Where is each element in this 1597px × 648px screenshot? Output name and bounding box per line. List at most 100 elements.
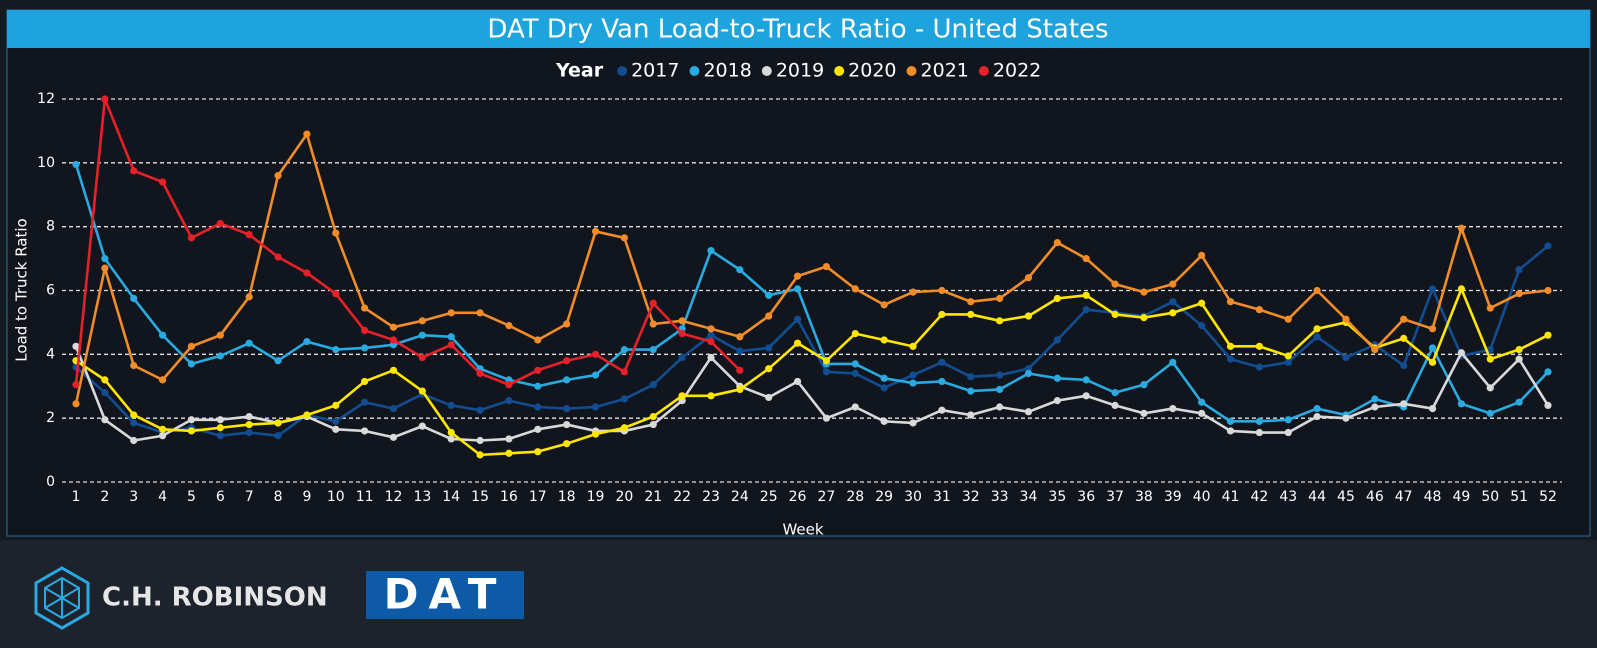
data-point <box>1342 353 1350 362</box>
data-point <box>620 424 628 432</box>
series-line <box>74 97 741 386</box>
x-tick-label: 13 <box>413 489 431 505</box>
data-point <box>1313 286 1321 295</box>
data-point <box>534 448 542 456</box>
data-point <box>361 427 369 435</box>
data-point <box>101 376 109 384</box>
data-point <box>1226 417 1235 425</box>
data-point <box>447 309 455 317</box>
legend-label: 2017 <box>631 60 679 82</box>
data-point <box>1544 368 1552 376</box>
data-point <box>678 353 686 362</box>
data-point <box>1082 376 1090 384</box>
data-point <box>1428 344 1437 352</box>
data-point <box>216 352 224 360</box>
x-tick-label: 6 <box>216 489 225 505</box>
data-point <box>1371 403 1379 411</box>
data-point <box>1400 361 1408 370</box>
data-point <box>505 322 513 330</box>
series-line <box>74 345 1550 442</box>
data-point <box>101 389 109 397</box>
ch-robinson-logo: C.H. ROBINSON <box>34 566 328 630</box>
data-point <box>1255 342 1263 350</box>
data-point <box>1053 397 1061 405</box>
data-point <box>678 317 686 325</box>
data-point <box>649 412 657 421</box>
data-point <box>361 344 369 352</box>
data-point <box>245 339 253 347</box>
data-point <box>476 451 484 459</box>
data-point <box>332 229 340 237</box>
data-point <box>1053 294 1061 303</box>
data-point <box>130 294 138 303</box>
x-tick-label: 39 <box>1164 489 1182 505</box>
x-tick-label: 28 <box>846 489 864 505</box>
x-tick-label: 45 <box>1337 489 1355 505</box>
data-point <box>996 385 1004 394</box>
y-tick-label: 10 <box>37 155 55 171</box>
data-point <box>418 353 426 362</box>
x-tick-label: 2 <box>100 489 109 505</box>
data-point <box>1198 299 1206 307</box>
data-point <box>1400 400 1408 408</box>
x-tick-label: 17 <box>529 489 547 505</box>
data-point <box>1140 381 1148 389</box>
data-point <box>332 417 340 425</box>
data-point <box>1342 414 1350 422</box>
data-point <box>534 403 542 411</box>
data-point <box>1140 288 1148 296</box>
data-point <box>1313 333 1321 341</box>
data-point <box>216 432 224 440</box>
data-point <box>1140 409 1148 417</box>
x-tick-label: 43 <box>1279 489 1297 505</box>
data-point <box>967 298 975 306</box>
legend-marker <box>689 66 700 76</box>
x-tick-label: 24 <box>731 489 749 505</box>
legend-label: 2019 <box>776 60 824 82</box>
data-point <box>216 331 224 339</box>
data-point <box>1313 325 1321 333</box>
data-point <box>563 404 571 413</box>
data-point <box>967 373 975 381</box>
series-line <box>74 164 1549 423</box>
x-tick-label: 18 <box>558 489 576 505</box>
data-point <box>765 312 773 320</box>
data-point <box>880 384 888 392</box>
x-tick-label: 26 <box>789 489 807 505</box>
data-point <box>1255 428 1263 437</box>
data-point <box>303 411 311 419</box>
data-point <box>1515 266 1523 274</box>
data-point <box>361 398 369 406</box>
data-point <box>1515 345 1523 354</box>
data-point <box>216 219 224 228</box>
data-point <box>476 309 484 317</box>
data-point <box>649 320 657 328</box>
data-point <box>418 387 426 395</box>
data-point <box>332 425 340 433</box>
legend-marker <box>834 66 845 76</box>
y-tick-label: 4 <box>46 346 55 362</box>
data-point <box>707 337 715 346</box>
legend-marker <box>906 66 917 76</box>
data-point <box>216 424 224 432</box>
data-point <box>793 339 802 347</box>
data-point <box>158 425 167 433</box>
data-point <box>1255 363 1263 371</box>
x-tick-label: 8 <box>274 489 283 505</box>
data-point <box>649 345 657 354</box>
data-point <box>534 425 542 433</box>
data-point <box>1544 286 1552 295</box>
data-point <box>793 315 802 323</box>
data-point <box>620 345 628 354</box>
data-point <box>187 234 196 242</box>
data-point <box>245 231 253 239</box>
data-point <box>1169 298 1177 306</box>
data-point <box>1313 412 1321 421</box>
data-point <box>765 393 773 402</box>
x-tick-label: 33 <box>991 489 1009 505</box>
data-point <box>851 285 859 293</box>
series <box>72 95 744 389</box>
data-point <box>1111 280 1119 288</box>
x-axis-label: Week <box>782 521 823 539</box>
data-point <box>361 304 369 312</box>
